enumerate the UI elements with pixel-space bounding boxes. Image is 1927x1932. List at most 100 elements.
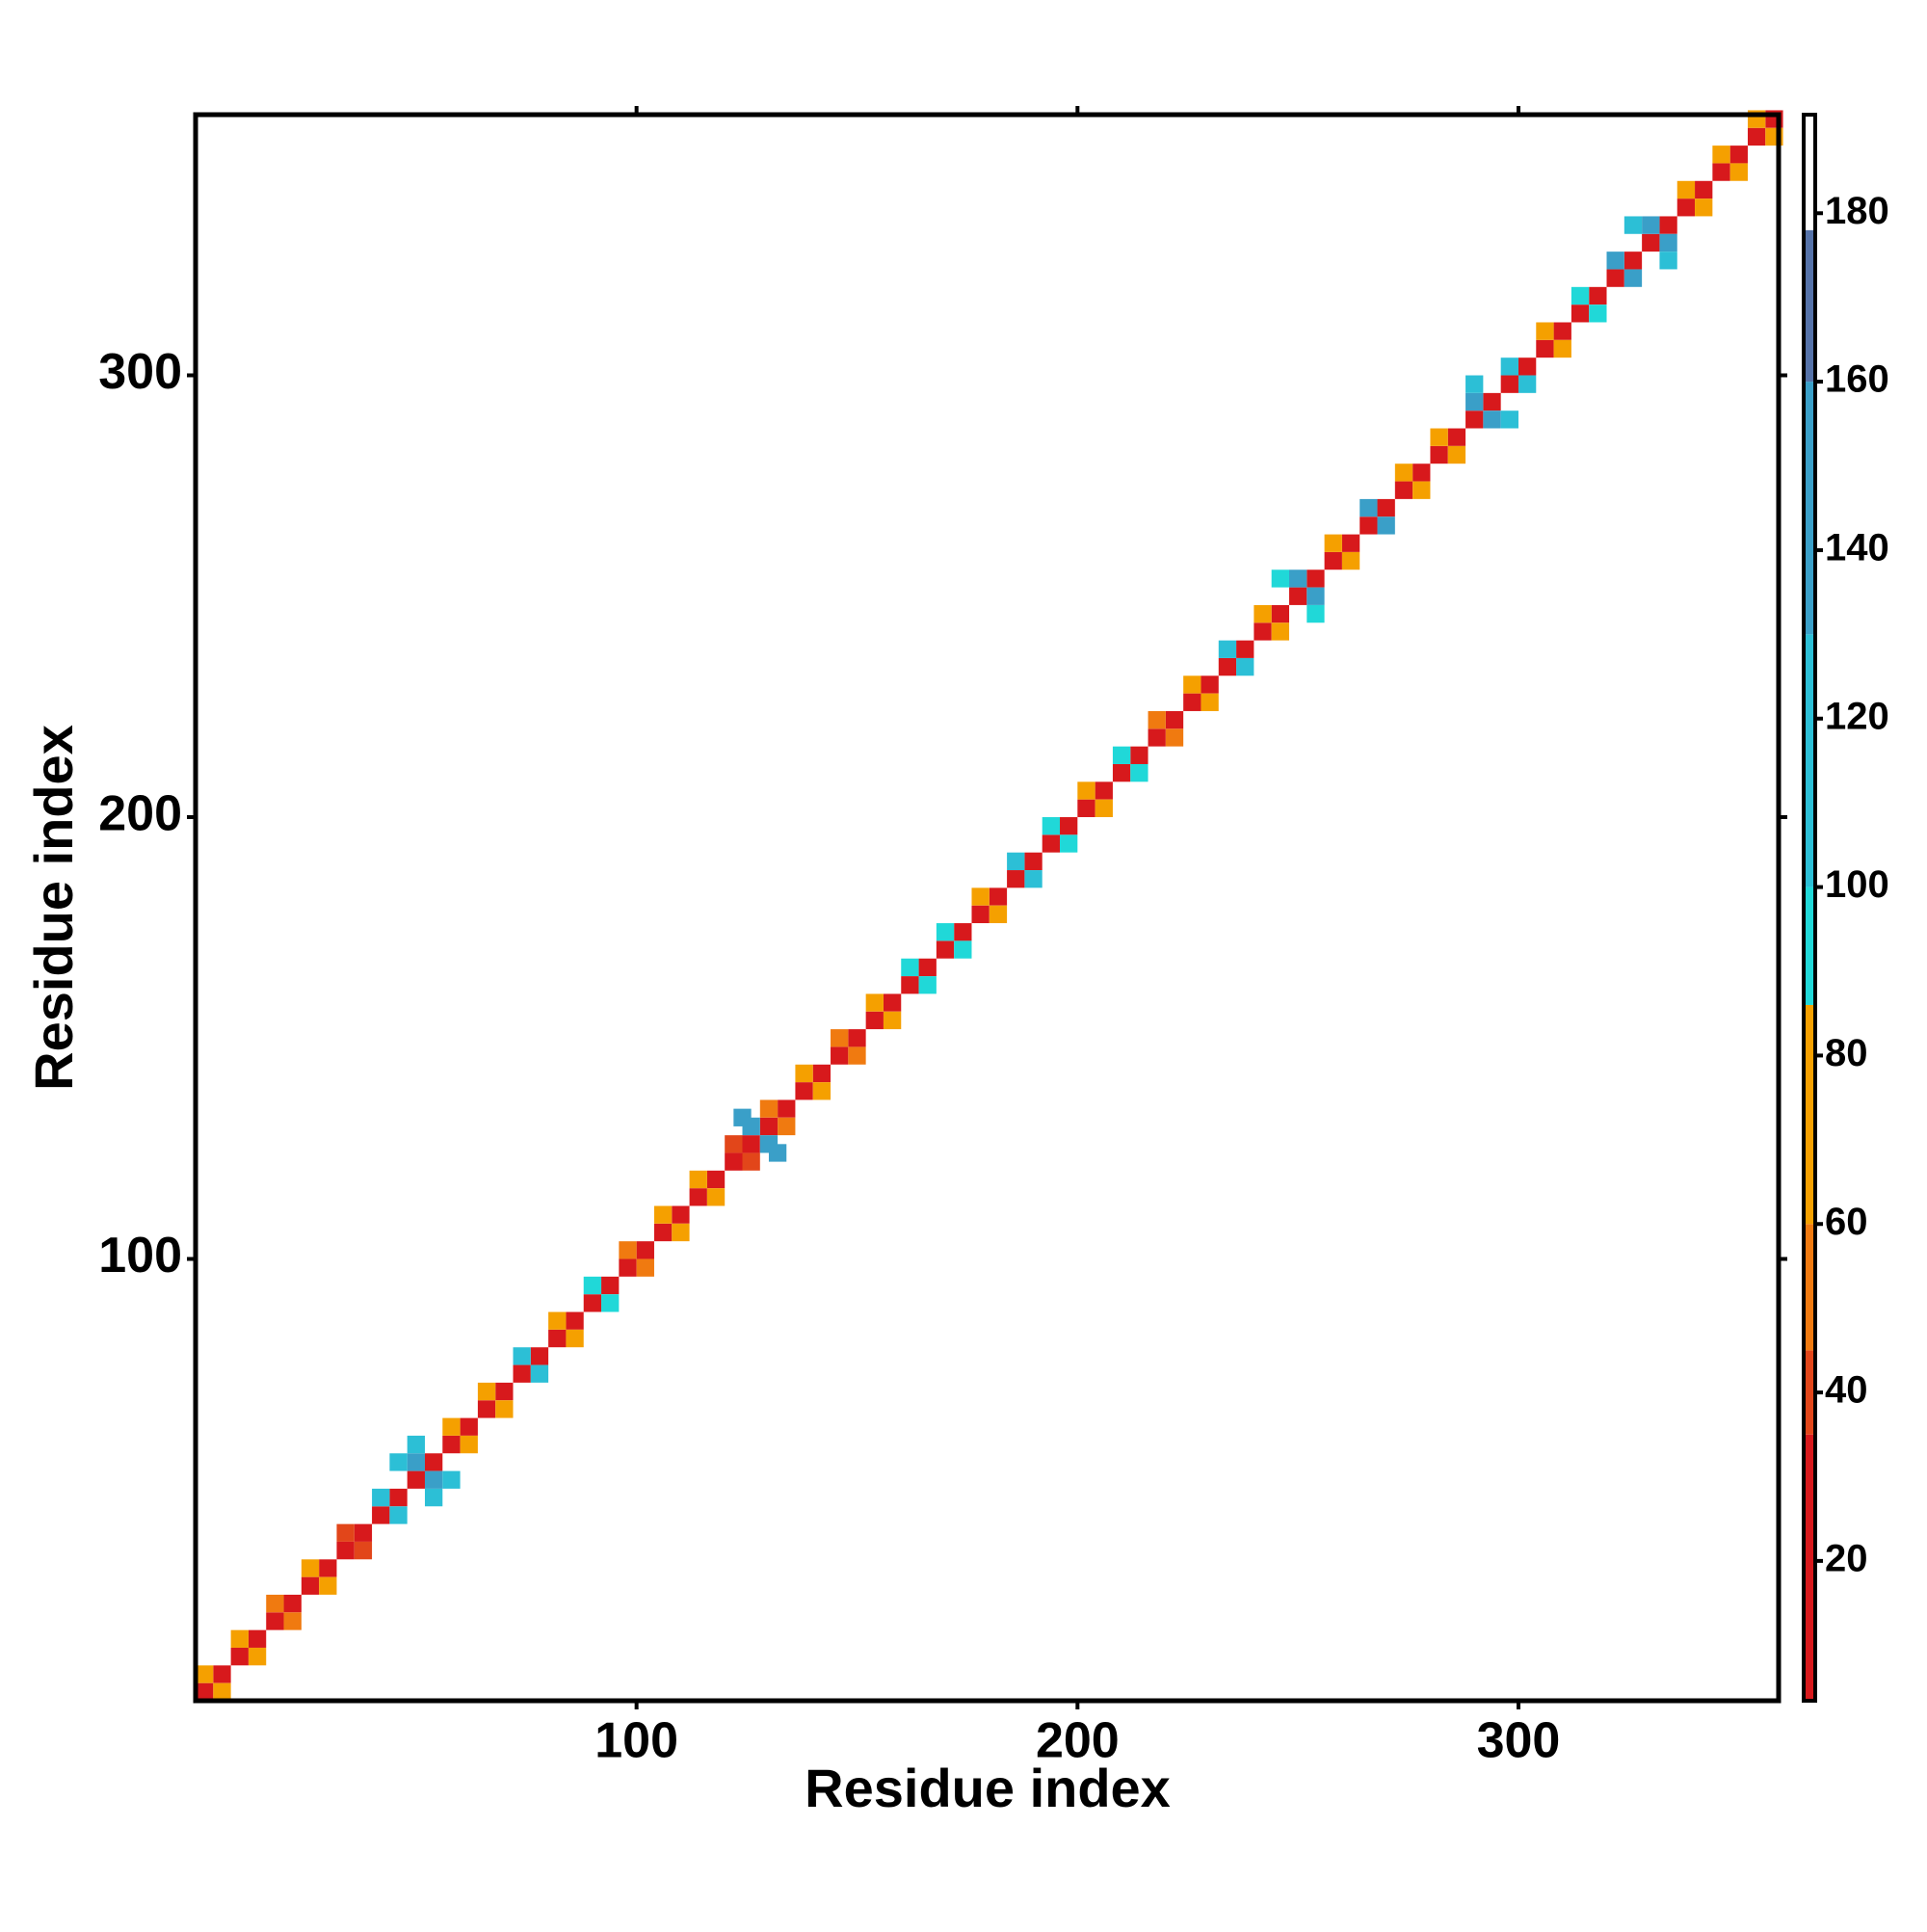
heatmap-cell <box>1377 516 1395 535</box>
heatmap-cell <box>778 1117 796 1136</box>
heatmap-cell <box>424 1470 443 1489</box>
heatmap-cell <box>477 1382 496 1401</box>
heatmap-cell <box>548 1311 567 1330</box>
heatmap-cell <box>759 1099 779 1118</box>
heatmap-cell <box>1500 357 1518 376</box>
heatmap-cell <box>601 1276 620 1295</box>
heatmap-cell <box>778 1099 796 1118</box>
heatmap-cell <box>831 1029 849 1047</box>
heatmap-cell <box>1695 198 1713 217</box>
heatmap-cell <box>319 1576 337 1595</box>
heatmap-cell <box>1324 534 1342 552</box>
colorbar-tick-label: 60 <box>1825 1201 1868 1243</box>
heatmap-cell <box>1077 799 1095 817</box>
colorbar-segment <box>1804 229 1815 383</box>
heatmap-cell <box>971 887 990 906</box>
heatmap-cell <box>1518 357 1537 376</box>
heatmap-cell <box>1077 781 1095 800</box>
heatmap-cell <box>196 1682 214 1701</box>
heatmap-cell <box>1659 216 1677 234</box>
colorbar-tick-label: 20 <box>1825 1537 1868 1579</box>
heatmap-cell <box>1412 463 1431 482</box>
heatmap-cell <box>1518 375 1537 393</box>
colorbar-segment <box>1804 1350 1815 1435</box>
heatmap-cell <box>883 993 902 1012</box>
heatmap-cell <box>548 1329 567 1348</box>
heatmap-cell <box>1341 551 1360 570</box>
heatmap-cell <box>283 1612 302 1630</box>
heatmap-cell <box>848 1046 866 1065</box>
heatmap-cell <box>725 1152 743 1171</box>
heatmap-cell <box>1729 146 1748 164</box>
heatmap-cell <box>971 905 990 924</box>
heatmap-cell <box>689 1188 707 1206</box>
heatmap-cell <box>389 1453 408 1471</box>
heatmap-cell <box>1324 551 1342 570</box>
heatmap-cell <box>619 1241 637 1259</box>
heatmap-cell <box>795 1064 813 1083</box>
heatmap-cell <box>672 1223 690 1242</box>
heatmap-cell <box>689 1170 707 1189</box>
heatmap-cell <box>706 1170 726 1189</box>
heatmap-cell <box>266 1612 284 1630</box>
heatmap-cell <box>213 1665 231 1683</box>
heatmap-cell <box>407 1470 425 1489</box>
plot-frame <box>193 112 1782 1704</box>
heatmap-cell <box>1712 146 1730 164</box>
heatmap-cell <box>1465 410 1484 429</box>
heatmap-cell <box>530 1364 549 1383</box>
heatmap-cell <box>1623 251 1643 270</box>
heatmap-cell <box>1254 604 1272 623</box>
heatmap-cell <box>1430 428 1448 446</box>
heatmap-cell <box>1500 375 1518 393</box>
colorbar-tick-label: 180 <box>1825 190 1889 232</box>
heatmap-cell <box>1659 251 1677 270</box>
x-tick-label: 100 <box>594 1713 678 1769</box>
heatmap-cell <box>1359 498 1378 517</box>
heatmap-cell <box>1589 286 1607 305</box>
heatmap-cell <box>1271 622 1289 641</box>
heatmap-cell <box>583 1294 602 1312</box>
heatmap-cell <box>301 1559 320 1577</box>
heatmap-cell <box>248 1647 267 1666</box>
y-axis-title: Residue index <box>23 725 84 1091</box>
heatmap-cell <box>407 1435 425 1454</box>
heatmap-cell <box>1500 410 1518 429</box>
heatmap-cell <box>566 1329 584 1348</box>
heatmap-cell <box>495 1400 514 1418</box>
heatmap-cell <box>812 1064 832 1083</box>
colorbar-segment <box>1804 1004 1815 1225</box>
heatmap-cell <box>989 905 1008 924</box>
x-axis-title: Residue index <box>805 1758 1171 1818</box>
heatmap-cell <box>653 1205 673 1224</box>
heatmap-cell <box>372 1506 390 1524</box>
heatmap-cell <box>1571 286 1590 305</box>
heatmap-cell <box>1307 587 1325 605</box>
heatmap-cell <box>460 1417 478 1436</box>
heatmap-cell <box>1377 498 1395 517</box>
heatmap-cell <box>989 887 1008 906</box>
heatmap-cell <box>336 1541 355 1560</box>
heatmap-cell <box>1218 657 1237 676</box>
heatmap-cell <box>1201 675 1219 694</box>
heatmap-cell <box>1288 569 1307 588</box>
heatmap-cell <box>1571 304 1590 323</box>
heatmap-cell <box>513 1364 531 1383</box>
heatmap-cell <box>1112 746 1131 764</box>
heatmap-cell <box>1341 534 1360 552</box>
heatmap-cell <box>442 1470 461 1489</box>
colorbar-tick-label: 160 <box>1825 358 1889 401</box>
heatmap-cell <box>1307 604 1325 623</box>
heatmap-cell <box>865 993 884 1012</box>
heatmap-cell <box>1447 428 1466 446</box>
heatmap-cell <box>1165 728 1184 747</box>
heatmap-cell <box>706 1188 726 1206</box>
colorbar-tick-label: 120 <box>1825 695 1889 737</box>
heatmap-cell <box>1236 657 1254 676</box>
heatmap-cell <box>1095 781 1113 800</box>
heatmap-cell <box>759 1135 779 1153</box>
heatmap-cell <box>424 1488 443 1507</box>
heatmap-cell <box>442 1417 461 1436</box>
heatmap-cell <box>831 1046 849 1065</box>
